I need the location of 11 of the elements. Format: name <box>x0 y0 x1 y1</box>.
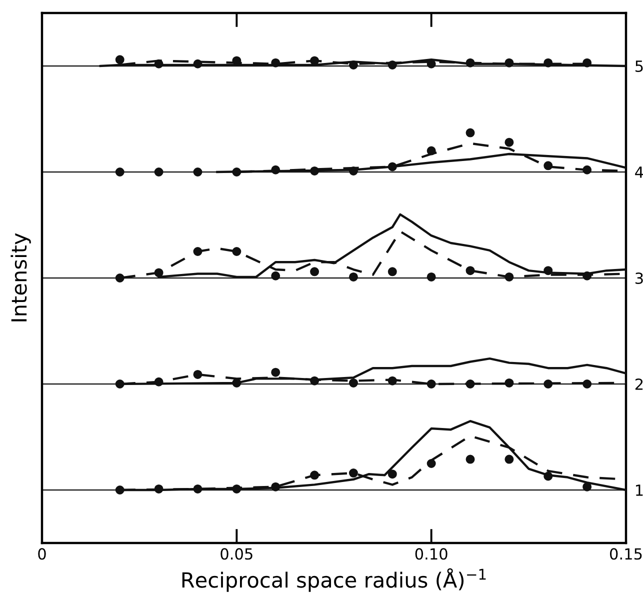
x-tick-label: 0.15 <box>610 548 642 560</box>
y-tick-label: 1 <box>636 484 643 496</box>
x-tick-label: 0.05 <box>220 548 252 560</box>
x-tick-label: 0 <box>38 548 46 560</box>
y-tick-label: 4 <box>635 166 643 178</box>
y-axis-title: Intensity <box>10 233 31 322</box>
y-tick-label: 3 <box>636 272 643 284</box>
y-tick-label: 2 <box>635 378 643 390</box>
x-tick-label: 0.10 <box>415 548 448 560</box>
x-axis-title: Reciprocal space radius (Å)$^{−1}$ <box>182 568 486 592</box>
y-tick-label: 5 <box>636 60 643 72</box>
